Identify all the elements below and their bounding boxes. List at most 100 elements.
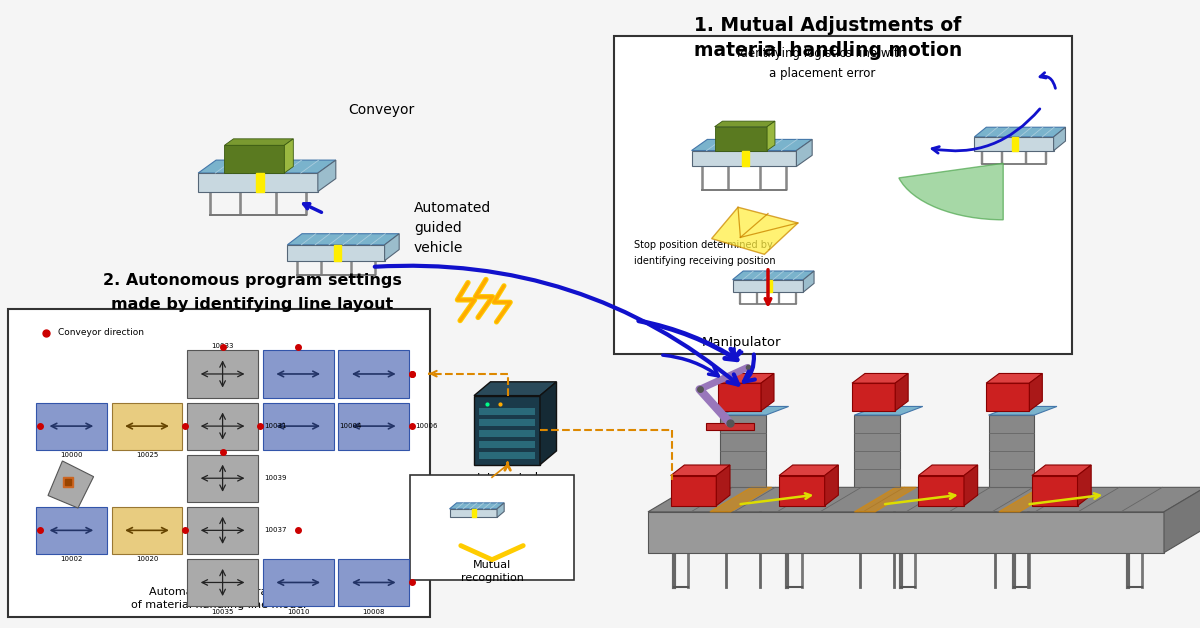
Polygon shape bbox=[712, 207, 798, 254]
Polygon shape bbox=[974, 127, 1066, 137]
Polygon shape bbox=[450, 503, 504, 509]
Bar bbox=[112, 403, 182, 450]
Polygon shape bbox=[732, 271, 814, 279]
Text: 10010: 10010 bbox=[287, 609, 310, 615]
Polygon shape bbox=[691, 151, 797, 166]
Polygon shape bbox=[918, 465, 978, 475]
Polygon shape bbox=[48, 461, 94, 508]
Polygon shape bbox=[1032, 465, 1091, 475]
Polygon shape bbox=[998, 487, 1061, 512]
Polygon shape bbox=[479, 408, 535, 415]
Text: Automated: Automated bbox=[414, 201, 491, 215]
Polygon shape bbox=[767, 279, 772, 292]
Polygon shape bbox=[986, 374, 1043, 383]
Wedge shape bbox=[899, 163, 1003, 220]
Polygon shape bbox=[716, 465, 730, 506]
Polygon shape bbox=[318, 160, 336, 192]
Polygon shape bbox=[1078, 465, 1091, 506]
Text: 10020: 10020 bbox=[136, 556, 158, 563]
Polygon shape bbox=[779, 465, 839, 475]
Polygon shape bbox=[288, 234, 400, 245]
Polygon shape bbox=[779, 475, 824, 506]
Polygon shape bbox=[334, 245, 341, 261]
Polygon shape bbox=[256, 173, 264, 192]
FancyArrowPatch shape bbox=[734, 349, 742, 358]
Text: 10004: 10004 bbox=[340, 423, 362, 429]
Text: Integrated: Integrated bbox=[476, 472, 539, 485]
Polygon shape bbox=[648, 512, 1164, 553]
Polygon shape bbox=[385, 234, 400, 261]
FancyArrowPatch shape bbox=[662, 355, 719, 376]
Polygon shape bbox=[1013, 137, 1018, 151]
Text: Stop position determined by: Stop position determined by bbox=[634, 240, 773, 250]
Polygon shape bbox=[671, 465, 730, 475]
Text: guided: guided bbox=[414, 221, 462, 235]
FancyArrowPatch shape bbox=[744, 354, 755, 382]
Polygon shape bbox=[854, 406, 923, 415]
Polygon shape bbox=[224, 139, 293, 145]
Text: 10025: 10025 bbox=[136, 452, 158, 458]
Text: 1. Mutual Adjustments of: 1. Mutual Adjustments of bbox=[695, 16, 961, 35]
Text: material handling motion: material handling motion bbox=[694, 41, 962, 60]
Text: Mutual: Mutual bbox=[473, 560, 511, 570]
Bar bbox=[187, 403, 258, 450]
Polygon shape bbox=[767, 121, 775, 151]
Bar bbox=[36, 507, 107, 554]
Polygon shape bbox=[715, 121, 775, 127]
Polygon shape bbox=[473, 509, 475, 517]
Polygon shape bbox=[715, 127, 767, 151]
FancyArrowPatch shape bbox=[374, 266, 738, 384]
Polygon shape bbox=[718, 383, 761, 411]
Polygon shape bbox=[479, 430, 535, 437]
FancyBboxPatch shape bbox=[8, 309, 430, 617]
Text: Manipulator: Manipulator bbox=[702, 336, 781, 349]
Text: controller: controller bbox=[479, 489, 536, 502]
Polygon shape bbox=[852, 383, 895, 411]
Polygon shape bbox=[720, 406, 788, 415]
FancyBboxPatch shape bbox=[614, 36, 1072, 354]
Text: Automated configuration: Automated configuration bbox=[149, 587, 289, 597]
Polygon shape bbox=[854, 487, 917, 512]
FancyBboxPatch shape bbox=[410, 475, 574, 580]
FancyArrowPatch shape bbox=[932, 109, 1040, 153]
Bar bbox=[706, 423, 754, 430]
Bar bbox=[112, 507, 182, 554]
Bar bbox=[187, 350, 258, 398]
Bar bbox=[338, 403, 409, 450]
Bar bbox=[263, 350, 334, 398]
Text: 10033: 10033 bbox=[211, 342, 234, 349]
Polygon shape bbox=[918, 475, 964, 506]
Bar bbox=[263, 403, 334, 450]
Text: Conveyor direction: Conveyor direction bbox=[58, 328, 144, 337]
Polygon shape bbox=[479, 441, 535, 448]
Text: 10000: 10000 bbox=[60, 452, 83, 458]
Text: made by identifying line layout: made by identifying line layout bbox=[110, 297, 394, 312]
Polygon shape bbox=[1030, 374, 1043, 411]
Polygon shape bbox=[288, 245, 385, 261]
Polygon shape bbox=[691, 139, 812, 151]
Polygon shape bbox=[710, 487, 772, 512]
Text: of material handling line model: of material handling line model bbox=[131, 600, 307, 610]
Bar bbox=[36, 403, 107, 450]
Bar bbox=[187, 559, 258, 606]
Text: 10037: 10037 bbox=[264, 528, 287, 533]
Polygon shape bbox=[671, 475, 716, 506]
Text: 10002: 10002 bbox=[60, 556, 83, 563]
Polygon shape bbox=[1054, 127, 1066, 151]
Polygon shape bbox=[497, 503, 504, 517]
Polygon shape bbox=[474, 396, 540, 465]
Polygon shape bbox=[1164, 487, 1200, 553]
Polygon shape bbox=[479, 452, 535, 459]
FancyArrowPatch shape bbox=[638, 321, 737, 360]
Text: Conveyor: Conveyor bbox=[348, 103, 414, 117]
Polygon shape bbox=[989, 415, 1034, 487]
Polygon shape bbox=[964, 465, 978, 506]
Polygon shape bbox=[198, 173, 318, 192]
Polygon shape bbox=[540, 382, 557, 465]
Text: 2. Autonomous program settings: 2. Autonomous program settings bbox=[102, 273, 402, 288]
Bar bbox=[187, 507, 258, 554]
Bar bbox=[338, 350, 409, 398]
Polygon shape bbox=[648, 487, 1200, 512]
Bar bbox=[263, 559, 334, 606]
Polygon shape bbox=[474, 382, 557, 396]
